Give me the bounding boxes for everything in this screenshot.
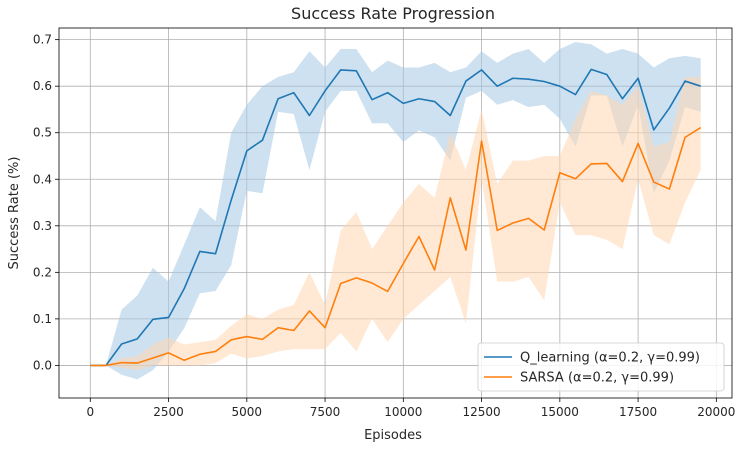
y-tick-label: 0.2 xyxy=(33,265,52,279)
x-tick-label: 5000 xyxy=(232,405,263,419)
y-tick-label: 0.0 xyxy=(33,358,52,372)
plot-frame xyxy=(58,27,733,399)
x-tick-label: 17500 xyxy=(619,405,657,419)
legend-label-0: Q_learning (α=0.2, γ=0.99) xyxy=(520,351,700,366)
y-tick-label: 0.6 xyxy=(33,79,52,93)
legend-box xyxy=(477,342,725,392)
x-tick-label: 0 xyxy=(86,405,94,419)
confidence-band-1 xyxy=(90,76,701,371)
x-tick-label: 12500 xyxy=(462,405,500,419)
legend-label-1: SARSA (α=0.2, γ=0.99) xyxy=(520,371,674,386)
series-lines xyxy=(90,68,702,367)
series-line-1 xyxy=(90,126,702,367)
y-tick-label: 0.4 xyxy=(33,172,52,186)
chart-title: Success Rate Progression xyxy=(291,4,495,23)
legend: Q_learning (α=0.2, γ=0.99) SARSA (α=0.2, … xyxy=(477,342,725,392)
x-axis-ticks: 0 2500 5000 7500 10000 12500 15000 17500 20000 xyxy=(86,398,735,419)
x-tick-label: 7500 xyxy=(310,405,341,419)
y-axis-ticks: 0.0 0.1 0.2 0.3 0.4 0.5 0.6 0.7 xyxy=(33,33,59,372)
y-tick-label: 0.5 xyxy=(33,126,52,140)
x-tick-label: 2500 xyxy=(153,405,184,419)
x-axis-label: Episodes xyxy=(364,428,422,443)
x-tick-label: 15000 xyxy=(541,405,579,419)
confidence-band-0 xyxy=(90,41,701,380)
y-tick-label: 0.3 xyxy=(33,219,52,233)
x-tick-label: 10000 xyxy=(384,405,422,419)
confidence-bands xyxy=(90,41,701,380)
y-tick-label: 0.7 xyxy=(33,33,52,47)
y-tick-label: 0.1 xyxy=(33,312,52,326)
x-tick-label: 20000 xyxy=(697,405,735,419)
series-line-0 xyxy=(90,68,701,367)
y-axis-label: Success Rate (%) xyxy=(7,157,22,270)
